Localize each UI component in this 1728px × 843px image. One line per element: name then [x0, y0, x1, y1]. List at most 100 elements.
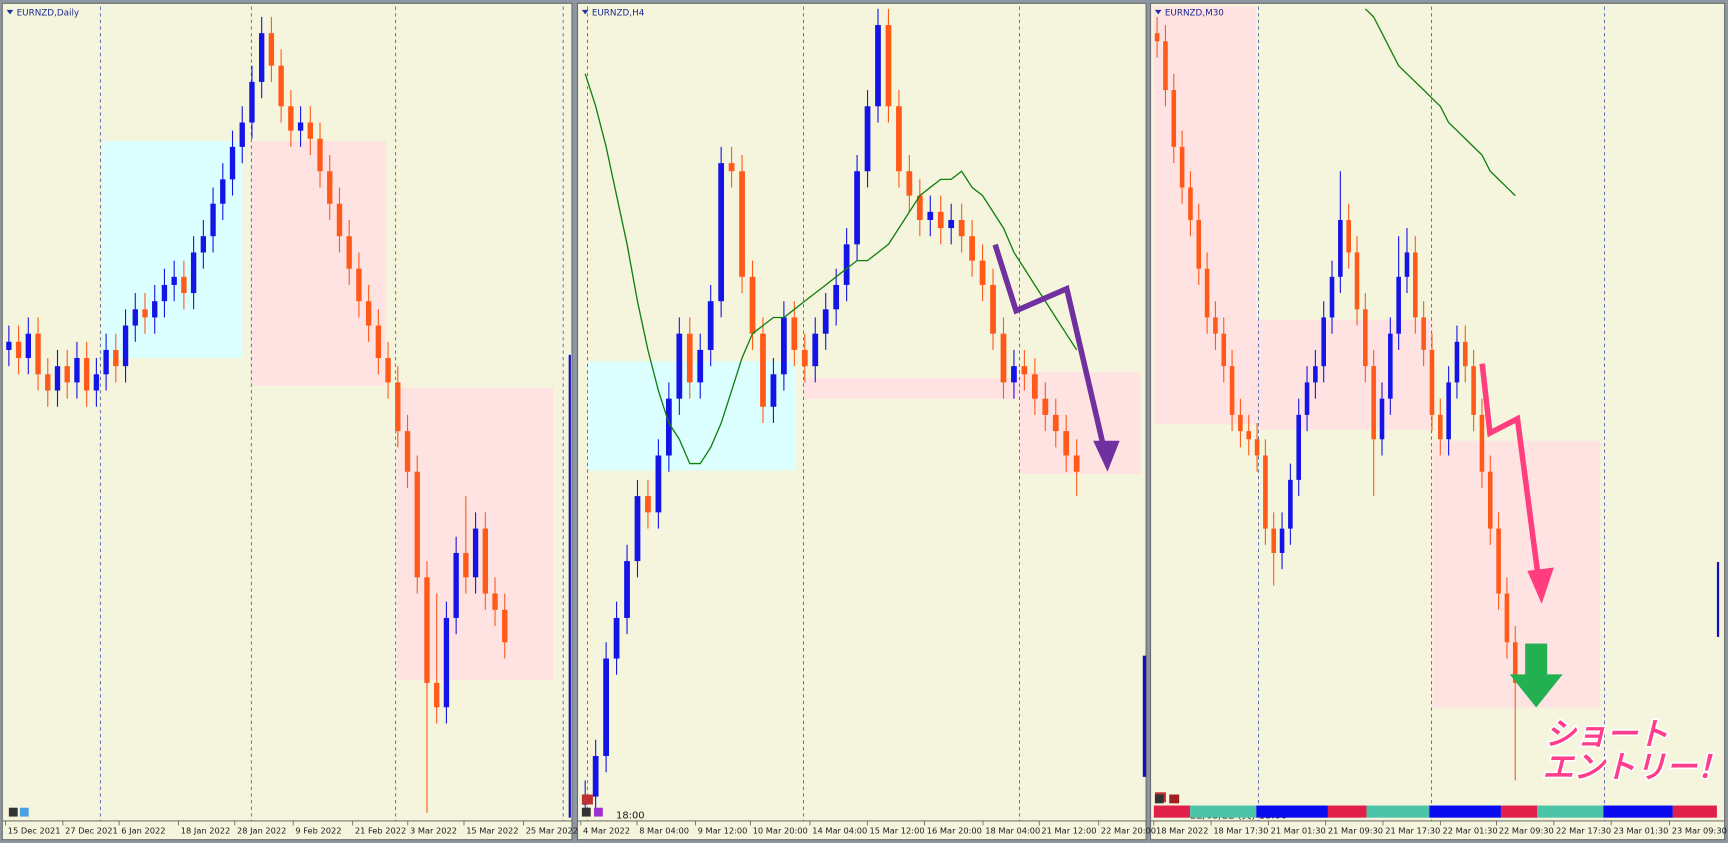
candle-body — [239, 122, 245, 147]
icon[interactable] — [19, 807, 29, 817]
candle-body — [93, 374, 100, 391]
x-label: 22 Mar 17:30 — [1556, 825, 1611, 835]
candle-body — [1479, 414, 1485, 472]
candle-body — [268, 33, 275, 66]
candle-body — [482, 528, 488, 594]
candle-body — [875, 25, 881, 107]
time-label: 18:00 — [616, 810, 645, 821]
candle-body — [645, 496, 651, 513]
candle-body — [152, 301, 158, 318]
icon[interactable] — [581, 807, 591, 817]
candle-body — [1388, 333, 1393, 399]
candle-body — [1421, 317, 1426, 350]
chart-layer: EURNZD,Daily 15 Dec 2021 27 Dec 2021 6 Jan … — [2, 6, 1727, 835]
annotations: ショート エントリー！ — [8, 243, 1728, 818]
purple-arrow — [992, 243, 1107, 451]
green-arrowhead — [1509, 674, 1563, 708]
candle-body — [1238, 414, 1243, 432]
candle-body — [1363, 309, 1368, 367]
candle-body — [718, 163, 725, 302]
candle-body — [1512, 642, 1518, 683]
candle-body — [1487, 471, 1493, 529]
candle-body — [249, 81, 255, 123]
scroll-mark — [1716, 562, 1720, 637]
x-label: 23 Mar 09:30 — [1672, 825, 1727, 835]
candle-body — [864, 106, 871, 172]
x-label: 22 Mar 20:00 — [1101, 825, 1156, 835]
candle-body — [54, 366, 61, 391]
candle-body — [624, 561, 630, 618]
candle-body — [822, 309, 829, 334]
x-label: 21 Feb 2022 — [355, 825, 406, 835]
candle-body — [463, 552, 469, 578]
icon[interactable] — [8, 807, 18, 817]
candle-body — [760, 333, 766, 407]
candle-body — [1471, 366, 1476, 415]
candle-body — [25, 333, 31, 359]
candle-body — [317, 138, 323, 172]
candle-body — [1288, 479, 1293, 529]
zone — [1019, 372, 1141, 474]
candle-body — [634, 496, 641, 562]
candle-body — [1504, 593, 1510, 643]
candle-body — [74, 358, 80, 383]
candle-body — [1179, 146, 1185, 188]
zone — [1256, 319, 1433, 430]
x-label: 9 Mar 12:00 — [698, 825, 748, 835]
candle-body — [210, 203, 216, 237]
icon[interactable] — [581, 794, 593, 805]
candle-body — [1296, 414, 1302, 480]
icon[interactable] — [1154, 794, 1164, 804]
candle-body — [346, 236, 352, 269]
candle-body — [1021, 366, 1028, 375]
candle-body — [472, 528, 479, 578]
candle-body — [1271, 528, 1277, 553]
candle-body — [424, 577, 430, 683]
candle-body — [259, 33, 265, 82]
candle-body — [1063, 431, 1070, 456]
candle-body — [801, 349, 808, 367]
candle-body — [969, 236, 975, 261]
candle-body — [958, 219, 965, 237]
candle-body — [336, 203, 343, 237]
candle-body — [1446, 382, 1451, 440]
candle-body — [1371, 366, 1376, 440]
candle-body — [356, 268, 362, 302]
x-label: 8 Mar 04:00 — [639, 825, 689, 835]
x-label: 21 Mar 09:30 — [1328, 825, 1383, 835]
candle-body — [161, 284, 168, 302]
x-label: 15 Mar 2022 — [466, 825, 518, 835]
x-label: 18 Jan 2022 — [181, 825, 230, 835]
candle-body — [979, 260, 986, 285]
candle-body — [1196, 219, 1202, 269]
candle-body — [122, 325, 129, 367]
candle-body — [948, 219, 955, 229]
candle-body — [404, 431, 411, 472]
candle-body — [1496, 528, 1501, 594]
annotation: ショート — [1545, 717, 1668, 753]
candle-body — [132, 309, 138, 326]
candle-body — [1404, 252, 1410, 277]
candle-body — [1221, 333, 1227, 367]
x-label: 22 Mar 01:30 — [1443, 825, 1498, 835]
candle-body — [414, 471, 420, 578]
candle-body — [1313, 366, 1318, 383]
candle-body — [1042, 398, 1049, 415]
candle-body — [1254, 439, 1260, 456]
panel-title: EURNZD,Daily — [17, 9, 80, 19]
x-label: 21 Mar 01:30 — [1271, 825, 1326, 835]
candle-body — [1031, 374, 1038, 399]
candle-body — [1396, 276, 1401, 334]
candle-body — [791, 317, 798, 350]
icon[interactable] — [594, 807, 603, 817]
icon[interactable] — [1169, 794, 1180, 804]
candle-body — [739, 171, 745, 277]
candle-body — [937, 211, 944, 229]
candle-body — [592, 755, 599, 797]
menu-triangle — [6, 9, 14, 15]
candle-body — [6, 341, 12, 350]
x-label: 18 Mar 2022 — [1156, 825, 1208, 835]
x-label: 23 Mar 01:30 — [1613, 825, 1668, 835]
candle-body — [1011, 366, 1017, 383]
